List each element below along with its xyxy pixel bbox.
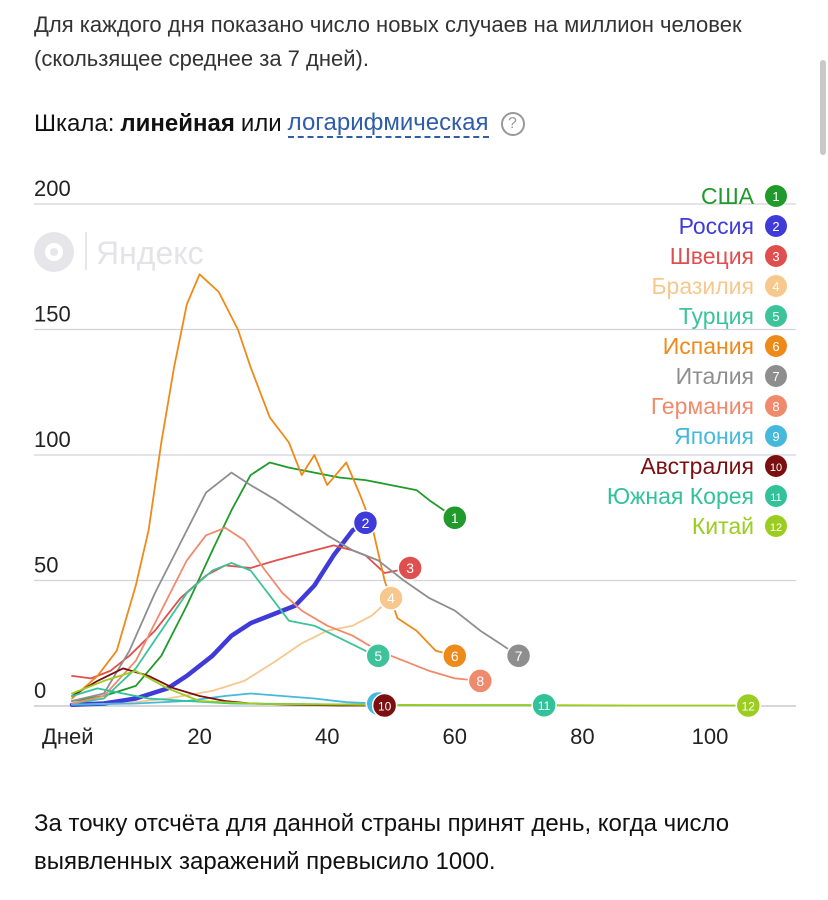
legend-number: 5 bbox=[772, 309, 779, 324]
series-end-marker bbox=[365, 643, 391, 669]
series-end-markers: 123456789101112 bbox=[352, 505, 762, 719]
series-end-marker bbox=[531, 692, 557, 718]
legend-entry: Испания bbox=[663, 333, 754, 359]
legend-entry: Китай bbox=[692, 513, 754, 539]
legend-entry: Германия bbox=[651, 393, 754, 419]
series-end-marker bbox=[467, 668, 494, 694]
scale-label: Шкала: bbox=[34, 110, 115, 137]
legend-number: 6 bbox=[772, 339, 779, 354]
x-tick-label: 80 bbox=[570, 724, 594, 749]
legend-entry: Россия bbox=[679, 213, 754, 239]
series-end-marker bbox=[397, 555, 423, 581]
legend-entry: Турция bbox=[679, 303, 754, 329]
yandex-watermark: Яндекс bbox=[34, 232, 204, 272]
series-line bbox=[71, 597, 392, 706]
series-end-label: 6 bbox=[451, 648, 459, 664]
series-end-label: 5 bbox=[374, 648, 382, 664]
series-line bbox=[71, 526, 482, 705]
series-line bbox=[71, 692, 380, 706]
series-end-label: 12 bbox=[742, 699, 756, 713]
legend-number: 7 bbox=[772, 369, 779, 384]
scale-switch: Шкала: линейная или логарифмическая ? bbox=[34, 110, 525, 138]
legend-marker bbox=[765, 215, 787, 237]
legend-marker bbox=[765, 365, 787, 387]
series-end-label: 10 bbox=[378, 699, 392, 713]
legend-marker bbox=[765, 275, 787, 297]
series-end-marker bbox=[352, 510, 379, 536]
legend-marker bbox=[765, 335, 787, 357]
series-end-marker bbox=[505, 643, 532, 669]
legend-number: 8 bbox=[772, 399, 779, 414]
help-icon[interactable]: ? bbox=[500, 112, 525, 136]
series-line bbox=[71, 461, 456, 702]
series-end-marker bbox=[378, 585, 404, 611]
legend-number: 4 bbox=[772, 279, 779, 294]
legend-number: 11 bbox=[770, 492, 781, 504]
legend-entry: Швеция bbox=[670, 243, 754, 269]
y-tick-label: 200 bbox=[34, 176, 71, 201]
series-end-marker bbox=[442, 643, 468, 669]
legend-number: 10 bbox=[770, 462, 782, 474]
legend-number: 12 bbox=[770, 522, 782, 534]
scale-linear-option[interactable]: линейная bbox=[120, 110, 235, 137]
x-axis: Дней 20 40 60 80 100 bbox=[42, 724, 728, 749]
series-line bbox=[71, 544, 411, 680]
y-tick-label: 50 bbox=[34, 553, 58, 578]
series-line bbox=[71, 273, 456, 700]
series-line bbox=[71, 670, 750, 707]
series-end-label: 1 bbox=[451, 510, 459, 526]
footer-note: За точку отсчёта для данной страны приня… bbox=[34, 810, 730, 875]
series-end-label: 11 bbox=[538, 699, 551, 713]
series-lines bbox=[69, 273, 750, 707]
legend-marker bbox=[765, 185, 787, 207]
y-tick-label: 0 bbox=[34, 678, 46, 703]
legend-entry: США bbox=[701, 183, 755, 209]
legend-marker bbox=[765, 245, 787, 267]
x-tick-label: 60 bbox=[443, 724, 467, 749]
series-end-label: 7 bbox=[515, 648, 523, 664]
legend-marker bbox=[765, 425, 787, 447]
series-line bbox=[71, 562, 380, 705]
y-tick-label: 150 bbox=[34, 302, 71, 327]
series-end-marker bbox=[735, 692, 762, 719]
series-end-label: 4 bbox=[387, 590, 395, 606]
series-end-marker bbox=[371, 692, 398, 719]
legend-entry: Австралия bbox=[640, 453, 754, 479]
legend-number: 1 bbox=[772, 189, 779, 204]
legend-marker bbox=[765, 305, 787, 327]
scale-or-text: или bbox=[240, 110, 282, 137]
y-axis: 0 50 100 150 200 bbox=[34, 176, 71, 703]
y-tick-label: 100 bbox=[34, 427, 71, 452]
legend-number: 9 bbox=[772, 429, 779, 444]
series-end-label: 3 bbox=[406, 560, 414, 576]
legend-marker bbox=[765, 395, 787, 417]
intro-text: Для каждого дня показано число новых слу… bbox=[34, 12, 742, 71]
legend-entry: Бразилия bbox=[651, 273, 754, 299]
series-end-label: 8 bbox=[476, 673, 484, 689]
legend-marker bbox=[765, 455, 787, 477]
legend-entry: Италия bbox=[676, 363, 754, 389]
x-tick-label: 100 bbox=[692, 724, 729, 749]
legend: США 1 Россия 2 Швеция 3 Бразилия 4 Турция 5 Испани… bbox=[607, 183, 787, 539]
series-end-label: 2 bbox=[362, 515, 370, 531]
x-tick-label: 20 bbox=[187, 724, 211, 749]
watermark-text: Яндекс bbox=[96, 235, 204, 271]
series-end-marker bbox=[442, 505, 468, 531]
legend-number: 3 bbox=[772, 249, 779, 264]
scale-log-option[interactable]: логарифмическая bbox=[287, 109, 489, 138]
legend-entry: Южная Корея bbox=[607, 483, 754, 509]
x-axis-label: Дней bbox=[42, 724, 94, 749]
series-line bbox=[71, 471, 520, 702]
scrollbar[interactable] bbox=[820, 60, 826, 155]
legend-entry: Япония bbox=[674, 423, 754, 449]
legend-marker bbox=[765, 515, 787, 537]
legend-marker bbox=[765, 485, 787, 507]
x-tick-label: 40 bbox=[315, 724, 339, 749]
legend-number: 2 bbox=[772, 219, 779, 234]
